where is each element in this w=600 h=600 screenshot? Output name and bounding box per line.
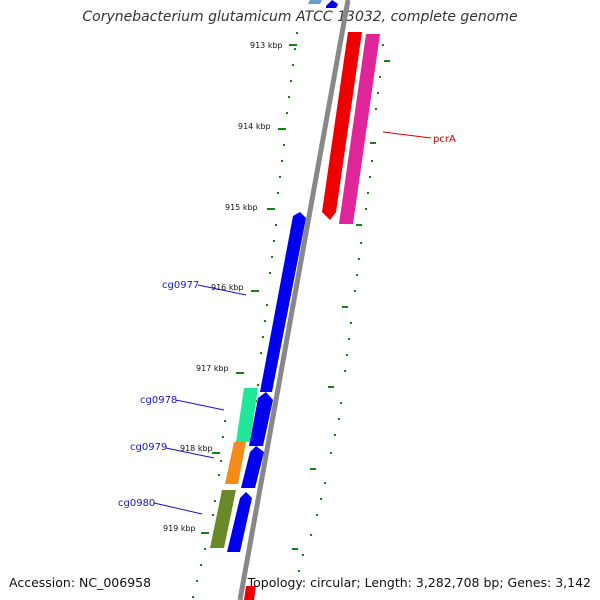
gene-blue-2[interactable] xyxy=(241,446,264,488)
tick-label-917: 917 kbp xyxy=(196,364,229,373)
right-tick-marks xyxy=(292,60,390,550)
tick-label-916: 916 kbp xyxy=(211,283,244,292)
gene-label-cg0979[interactable]: cg0979 xyxy=(130,442,167,453)
gene-pcra[interactable] xyxy=(339,34,380,224)
tick-label-914: 914 kbp xyxy=(238,122,271,131)
map-title: Corynebacterium glutamicum ATCC 13032, c… xyxy=(82,9,518,25)
gene-red[interactable] xyxy=(322,32,362,220)
gene-blue-1[interactable] xyxy=(249,392,273,446)
gene-label-cg0977[interactable]: cg0977 xyxy=(162,280,199,291)
cg0977-leader xyxy=(197,284,247,296)
gene-label-pcra[interactable]: pcrA xyxy=(433,134,456,145)
gene-top-lightblue[interactable] xyxy=(308,0,322,4)
cg0979-leader xyxy=(165,447,215,459)
gene-bottom-red[interactable] xyxy=(244,586,256,600)
gene-label-cg0978[interactable]: cg0978 xyxy=(140,395,177,406)
gene-cg0979[interactable] xyxy=(225,442,246,484)
pcra-leader xyxy=(382,131,432,139)
accession-text: Accession: NC_006958 xyxy=(9,575,152,590)
genome-backbone xyxy=(237,0,351,600)
gene-top-blue[interactable] xyxy=(326,0,338,8)
tick-label-919: 919 kbp xyxy=(163,524,196,533)
cg0980-leader xyxy=(153,502,203,515)
gene-blue-3[interactable] xyxy=(227,492,252,552)
tick-label-915: 915 kbp xyxy=(225,203,258,212)
tick-label-918: 918 kbp xyxy=(180,444,213,453)
right-tick-rail xyxy=(298,44,384,572)
gene-label-cg0980[interactable]: cg0980 xyxy=(118,498,155,509)
gene-cg0980[interactable] xyxy=(210,490,236,548)
tick-label-913: 913 kbp xyxy=(250,41,283,50)
cg0978-leader xyxy=(175,399,225,411)
gene-cg0978[interactable] xyxy=(236,388,258,442)
genome-summary-text: Topology: circular; Length: 3,282,708 bp… xyxy=(247,575,591,590)
gene-cg0977[interactable] xyxy=(260,212,306,392)
left-tick-rail xyxy=(192,32,298,598)
left-tick-marks xyxy=(201,44,297,534)
